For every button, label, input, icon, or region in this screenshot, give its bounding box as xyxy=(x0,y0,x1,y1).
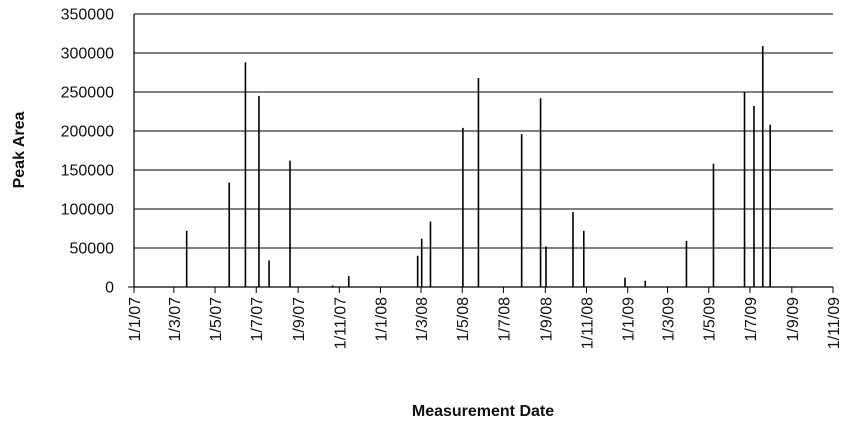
x-tick-label: 1/7/07 xyxy=(249,297,266,342)
x-tick-label: 1/11/09 xyxy=(826,297,843,349)
y-tick-label: 300000 xyxy=(61,46,114,63)
y-tick-label: 200000 xyxy=(61,124,114,141)
x-tick-label: 1/1/07 xyxy=(127,297,144,342)
x-tick-label: 1/5/07 xyxy=(208,297,225,342)
y-tick-labels: 0 50000 100000 150000 200000 250000 300000 3500… xyxy=(61,7,114,297)
x-tick-label: 1/11/08 xyxy=(579,297,596,349)
x-tick-label: 1/3/08 xyxy=(414,297,431,342)
x-tick-label: 1/11/07 xyxy=(332,297,349,349)
x-tick-label: 1/7/08 xyxy=(496,297,513,342)
y-tick-label: 350000 xyxy=(61,7,114,24)
x-tick-label: 1/3/09 xyxy=(661,297,678,342)
axes xyxy=(128,14,834,293)
x-tick-label: 1/3/07 xyxy=(167,297,184,342)
x-tick-label: 1/1/09 xyxy=(621,297,638,342)
x-tick-label: 1/7/09 xyxy=(743,297,760,342)
x-tick-label: 1/5/08 xyxy=(455,297,472,342)
y-axis-title: Peak Area xyxy=(11,112,28,189)
x-tick-label: 1/5/09 xyxy=(702,297,719,342)
x-tick-label: 1/9/09 xyxy=(785,297,802,342)
x-tick-label: 1/9/07 xyxy=(291,297,308,342)
x-tick-labels: 1/1/07 1/3/07 1/5/07 1/7/07 1/9/07 1/11/07 1/1… xyxy=(127,297,843,349)
x-tick-label: 1/9/08 xyxy=(538,297,555,342)
y-tick-label: 150000 xyxy=(61,163,114,180)
gridlines xyxy=(134,13,833,249)
y-tick-label: 50000 xyxy=(70,241,115,258)
bars xyxy=(185,45,771,287)
x-tick-label: 1/1/08 xyxy=(374,297,391,342)
y-tick-label: 0 xyxy=(105,280,114,297)
x-axis-title: Measurement Date xyxy=(412,403,554,420)
y-tick-label: 100000 xyxy=(61,202,114,219)
y-tick-label: 250000 xyxy=(61,85,114,102)
